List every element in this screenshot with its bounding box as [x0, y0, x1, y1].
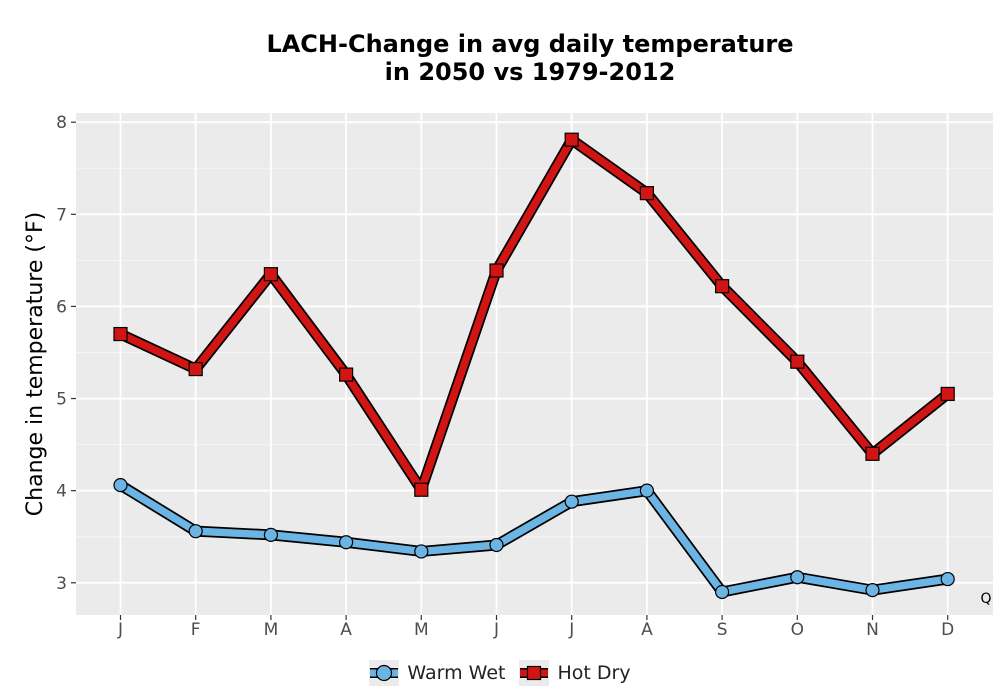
data-point-warm-wet [865, 583, 880, 598]
data-point-warm-wet [113, 478, 128, 493]
data-point-warm-wet [339, 535, 354, 550]
chart-title: LACH-Change in avg daily temperature in … [230, 30, 830, 86]
legend-circle-marker [369, 660, 400, 686]
major-gridlines [76, 113, 993, 615]
chart-title-line-2: in 2050 vs 1979-2012 [384, 58, 676, 86]
chart-title-line-1: LACH-Change in avg daily temperature [266, 30, 794, 58]
legend-item-hot-dry: Hot Dry [519, 660, 631, 686]
y-axis-label: Change in temperature (°F) [23, 212, 48, 516]
x-tick-label: O [791, 620, 804, 640]
legend-label-hot-dry: Hot Dry [557, 662, 631, 684]
data-point-warm-wet [639, 483, 655, 498]
x-tick-label: M [414, 620, 429, 640]
x-tick-label: J [117, 620, 123, 640]
data-point-warm-wet [790, 570, 805, 585]
x-tick-label: J [568, 620, 574, 640]
data-point-hot-dry [113, 326, 128, 342]
y-tick-label: 3 [56, 574, 67, 594]
series-layer [113, 132, 955, 600]
data-point-hot-dry [639, 186, 655, 201]
legend: Warm Wet Hot Dry [0, 658, 1000, 688]
data-point-warm-wet [714, 584, 730, 600]
data-point-warm-wet [188, 524, 203, 539]
y-axis: 3 4 5 6 7 8 [56, 113, 76, 594]
x-tick-label: A [340, 620, 352, 640]
x-tick-label: F [191, 620, 201, 640]
x-tick-label: N [866, 620, 879, 640]
x-tick-label: D [941, 620, 954, 640]
legend-square-marker [519, 660, 550, 686]
series-line-warm-wet [116, 481, 952, 596]
data-point-warm-wet [414, 544, 429, 559]
data-point-hot-dry [263, 267, 278, 282]
data-point-hot-dry [865, 446, 880, 461]
y-tick-label: 6 [56, 297, 67, 317]
data-point-warm-wet [564, 494, 579, 509]
data-point-hot-dry [414, 482, 429, 497]
plot-panel [76, 113, 993, 615]
data-point-warm-wet [263, 527, 278, 542]
data-point-hot-dry [790, 354, 805, 369]
data-point-hot-dry [564, 132, 579, 147]
data-point-hot-dry [714, 279, 730, 294]
x-tick-label: A [641, 620, 653, 640]
x-tick-label: S [717, 620, 728, 640]
corner-label: Q [980, 591, 991, 607]
y-tick-label: 4 [56, 482, 67, 502]
legend-item-warm-wet: Warm Wet [369, 660, 505, 686]
data-point-hot-dry [489, 263, 504, 278]
x-tick-label: J [493, 620, 499, 640]
y-tick-label: 8 [56, 113, 67, 133]
data-point-hot-dry [339, 367, 354, 382]
data-point-warm-wet [489, 537, 504, 553]
series-line-hot-dry [116, 135, 952, 494]
data-point-hot-dry [188, 361, 203, 377]
y-tick-label: 5 [56, 390, 67, 410]
data-point-hot-dry [940, 386, 955, 402]
y-tick-label: 7 [56, 205, 67, 225]
x-tick-label: M [264, 620, 279, 640]
legend-label-warm-wet: Warm Wet [407, 662, 506, 684]
data-point-warm-wet [940, 571, 955, 587]
